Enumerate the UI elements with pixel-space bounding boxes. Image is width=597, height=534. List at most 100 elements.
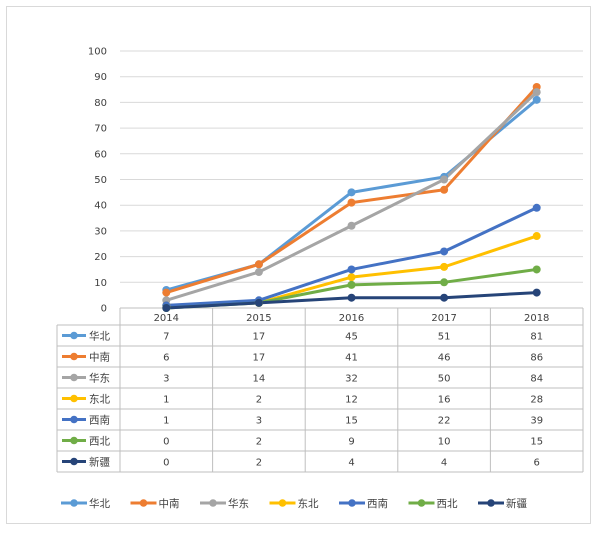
data-point [532, 203, 541, 212]
legend-key-marker [348, 499, 356, 507]
legend-label: 东北 [298, 497, 319, 510]
table-cell: 51 [438, 332, 451, 343]
table-cell: 46 [438, 353, 451, 364]
table-cell: 2 [256, 458, 262, 469]
table-cell: 17 [253, 332, 266, 343]
table-cell: 14 [253, 374, 266, 385]
table-cell: 3 [163, 374, 169, 385]
table-cell: 39 [530, 416, 543, 427]
y-tick-label: 60 [94, 149, 107, 160]
x-tick-label: 2018 [524, 313, 549, 324]
data-point [254, 260, 263, 269]
data-point [532, 288, 541, 297]
y-tick-label: 10 [94, 278, 107, 289]
legend-key-marker [417, 499, 426, 507]
legend-key-marker [209, 499, 217, 507]
data-point [532, 232, 541, 241]
x-tick-label: 2017 [431, 313, 456, 324]
data-point [254, 298, 263, 307]
y-tick-label: 20 [94, 252, 107, 263]
table-legend-key-marker [70, 457, 78, 466]
legend-label: 新疆 [506, 497, 527, 510]
y-tick-label: 30 [94, 226, 107, 237]
x-tick-label: 2015 [246, 313, 271, 324]
table-cell: 45 [345, 332, 358, 343]
table-row-label: 华北 [89, 330, 110, 343]
data-point [440, 175, 449, 184]
table-cell: 10 [438, 437, 451, 448]
table-cell: 0 [163, 437, 169, 448]
data-point [254, 268, 263, 277]
table-cell: 6 [163, 353, 169, 364]
data-point [347, 198, 356, 207]
table-cell: 6 [534, 458, 540, 469]
data-point [162, 288, 171, 297]
legend-key-marker [70, 499, 78, 507]
data-point [532, 95, 541, 104]
table-cell: 15 [530, 437, 543, 448]
table-cell: 3 [256, 416, 262, 427]
y-tick-label: 90 [94, 72, 107, 83]
data-point [532, 265, 541, 274]
data-point [440, 247, 449, 256]
legend-key-marker [278, 499, 287, 507]
table-cell: 0 [163, 458, 169, 469]
data-point [347, 273, 356, 282]
table-cell: 32 [345, 374, 358, 385]
data-point [440, 185, 449, 194]
table-legend-key-marker [70, 373, 78, 382]
data-point [532, 88, 541, 97]
y-tick-label: 0 [101, 304, 107, 315]
table-cell: 4 [441, 458, 447, 469]
table-cell: 2 [256, 395, 262, 406]
y-tick-label: 40 [94, 201, 107, 212]
table-cell: 1 [163, 395, 169, 406]
table-cell: 9 [348, 437, 354, 448]
table-row-label: 中南 [89, 351, 110, 364]
legend-key-marker [139, 499, 148, 507]
data-point [347, 221, 356, 230]
y-tick-label: 80 [94, 98, 107, 109]
table-cell: 4 [348, 458, 354, 469]
table-cell: 2 [256, 437, 262, 448]
table-row-label: 西北 [89, 436, 110, 448]
data-point [347, 188, 356, 197]
chart-frame [6, 6, 591, 524]
y-tick-label: 70 [94, 124, 107, 135]
table-row-label: 东北 [89, 393, 110, 406]
table-legend-key-marker [70, 436, 78, 445]
x-tick-label: 2016 [339, 313, 364, 324]
table-row-label: 西南 [89, 414, 110, 427]
legend-label: 华东 [228, 497, 249, 510]
data-point [347, 293, 356, 302]
y-tick-label: 50 [94, 175, 107, 186]
table-legend-key-marker [70, 331, 78, 340]
legend-label: 中南 [159, 497, 180, 510]
table-row-label: 华东 [89, 372, 110, 385]
table-row-label: 新疆 [89, 456, 110, 469]
table-cell: 84 [530, 374, 543, 385]
table-cell: 16 [438, 395, 451, 406]
table-cell: 86 [530, 353, 543, 364]
data-point [440, 278, 449, 287]
data-point [347, 280, 356, 289]
table-legend-key-marker [70, 415, 78, 424]
legend-label: 华北 [89, 497, 110, 510]
table-cell: 81 [530, 332, 543, 343]
table-cell: 22 [438, 416, 451, 427]
data-point [347, 265, 356, 274]
table-cell: 15 [345, 416, 358, 427]
legend-key-marker [487, 499, 495, 507]
data-point [162, 304, 171, 312]
y-tick-label: 100 [88, 47, 107, 58]
table-legend-key-marker [70, 352, 78, 361]
table-cell: 17 [253, 353, 266, 364]
legend-label: 西南 [367, 497, 388, 510]
table-legend-key-marker [70, 394, 78, 403]
table-cell: 41 [345, 353, 358, 364]
x-tick-label: 2014 [154, 313, 179, 324]
data-point [440, 262, 449, 271]
table-cell: 28 [530, 395, 543, 406]
table-cell: 1 [163, 416, 169, 427]
